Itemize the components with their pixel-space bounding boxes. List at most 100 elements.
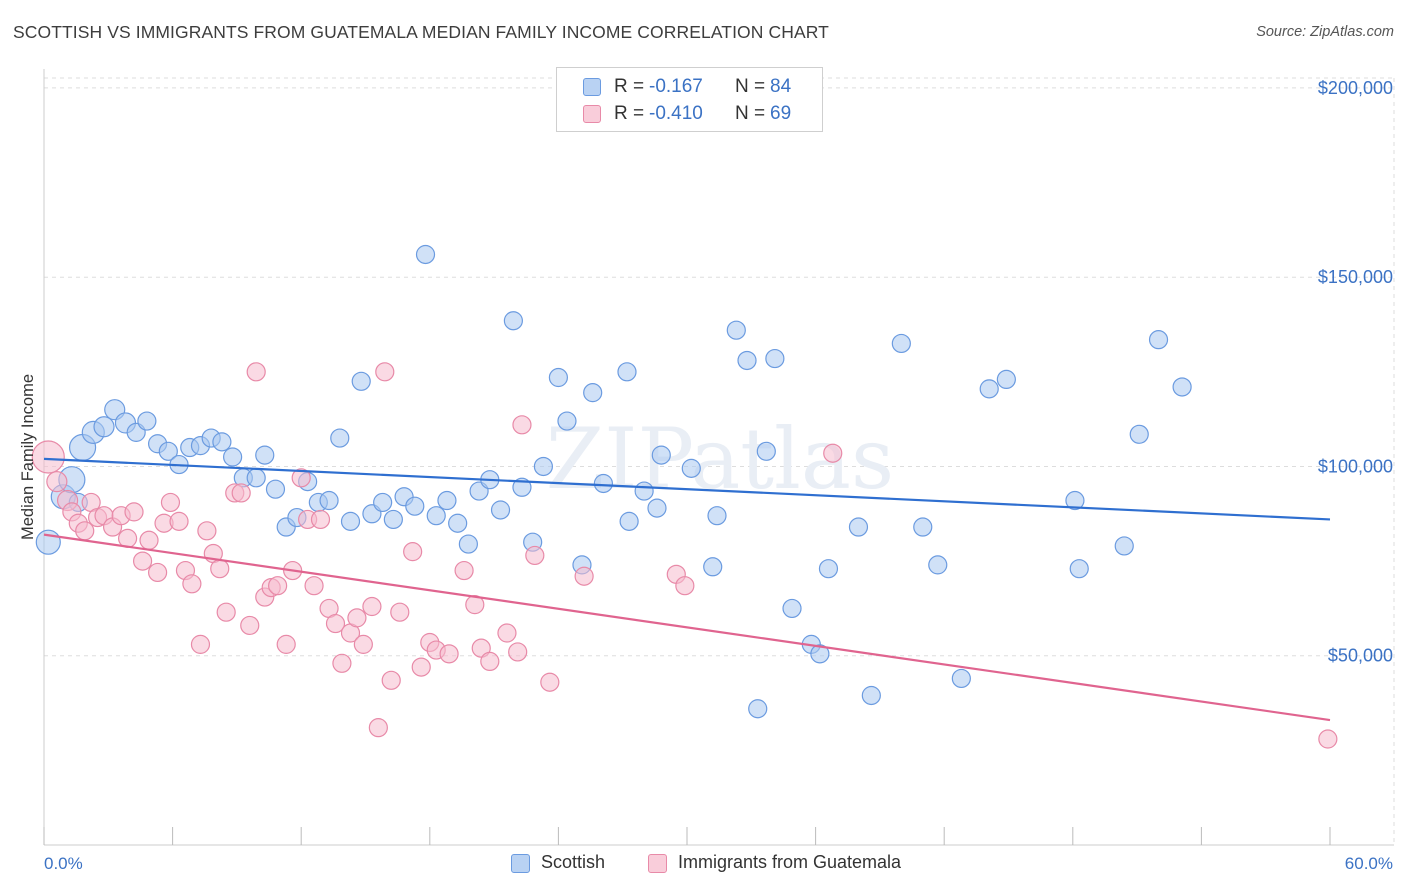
point-scottish[interactable] bbox=[426, 506, 446, 526]
point-guatemala[interactable] bbox=[276, 634, 296, 654]
point-guatemala[interactable] bbox=[381, 670, 401, 690]
point-guatemala[interactable] bbox=[574, 566, 594, 586]
point-scottish[interactable] bbox=[593, 473, 614, 494]
point-scottish[interactable] bbox=[634, 481, 654, 501]
point-guatemala[interactable] bbox=[368, 718, 388, 738]
point-guatemala[interactable] bbox=[347, 608, 367, 628]
point-scottish[interactable] bbox=[405, 496, 425, 516]
point-scottish[interactable] bbox=[619, 511, 639, 531]
point-guatemala[interactable] bbox=[497, 623, 517, 643]
point-guatemala[interactable] bbox=[169, 511, 189, 531]
point-guatemala[interactable] bbox=[139, 530, 159, 550]
point-scottish[interactable] bbox=[246, 468, 266, 488]
point-scottish[interactable] bbox=[1148, 330, 1169, 350]
point-guatemala[interactable] bbox=[480, 651, 500, 672]
point-guatemala[interactable] bbox=[246, 362, 266, 382]
point-guatemala[interactable] bbox=[210, 559, 230, 579]
point-scottish[interactable] bbox=[681, 458, 701, 478]
point-scottish[interactable] bbox=[765, 348, 785, 369]
point-guatemala[interactable] bbox=[439, 644, 459, 664]
point-guatemala[interactable] bbox=[310, 509, 331, 530]
point-guatemala[interactable] bbox=[197, 521, 217, 541]
point-scottish[interactable] bbox=[617, 362, 637, 382]
point-guatemala[interactable] bbox=[362, 596, 382, 617]
point-scottish[interactable] bbox=[928, 555, 948, 575]
point-guatemala[interactable] bbox=[508, 642, 528, 662]
point-guatemala[interactable] bbox=[132, 551, 153, 571]
point-scottish[interactable] bbox=[415, 244, 436, 265]
point-scottish[interactable] bbox=[703, 557, 723, 577]
point-scottish[interactable] bbox=[255, 445, 275, 465]
point-scottish[interactable] bbox=[373, 492, 393, 513]
point-scottish[interactable] bbox=[1172, 377, 1192, 397]
point-scottish[interactable] bbox=[848, 517, 869, 537]
point-scottish[interactable] bbox=[330, 428, 350, 448]
point-guatemala[interactable] bbox=[240, 615, 260, 636]
point-scottish[interactable] bbox=[583, 383, 603, 403]
point-guatemala[interactable] bbox=[216, 602, 236, 622]
point-guatemala[interactable] bbox=[390, 602, 410, 622]
point-guatemala[interactable] bbox=[823, 443, 843, 463]
point-guatemala[interactable] bbox=[375, 362, 395, 382]
point-guatemala[interactable] bbox=[304, 576, 324, 596]
point-scottish[interactable] bbox=[383, 509, 403, 530]
point-scottish[interactable] bbox=[1069, 559, 1089, 579]
point-scottish[interactable] bbox=[861, 685, 881, 706]
point-guatemala[interactable] bbox=[268, 576, 288, 596]
point-scottish[interactable] bbox=[35, 529, 61, 555]
point-scottish[interactable] bbox=[340, 511, 361, 531]
point-scottish[interactable] bbox=[351, 371, 371, 391]
point-scottish[interactable] bbox=[437, 490, 457, 511]
point-guatemala[interactable] bbox=[147, 562, 168, 583]
point-guatemala[interactable] bbox=[411, 657, 431, 677]
point-guatemala[interactable] bbox=[512, 415, 532, 435]
point-scottish[interactable] bbox=[1114, 536, 1134, 556]
point-scottish[interactable] bbox=[996, 369, 1016, 389]
point-guatemala[interactable] bbox=[1318, 729, 1338, 749]
point-scottish[interactable] bbox=[93, 416, 115, 438]
point-guatemala[interactable] bbox=[454, 560, 474, 581]
point-guatemala[interactable] bbox=[231, 483, 251, 503]
point-guatemala[interactable] bbox=[540, 672, 560, 692]
point-guatemala[interactable] bbox=[124, 502, 144, 522]
point-scottish[interactable] bbox=[212, 432, 232, 452]
point-scottish[interactable] bbox=[979, 379, 999, 399]
point-guatemala[interactable] bbox=[403, 542, 423, 562]
point-scottish[interactable] bbox=[448, 513, 468, 533]
point-scottish[interactable] bbox=[158, 441, 178, 461]
point-guatemala[interactable] bbox=[182, 574, 202, 594]
point-scottish[interactable] bbox=[748, 699, 768, 719]
point-scottish[interactable] bbox=[557, 411, 577, 431]
point-scottish[interactable] bbox=[651, 445, 671, 465]
point-scottish[interactable] bbox=[737, 350, 757, 371]
point-guatemala[interactable] bbox=[332, 653, 352, 673]
point-scottish[interactable] bbox=[458, 534, 478, 554]
point-scottish[interactable] bbox=[647, 498, 667, 518]
point-scottish[interactable] bbox=[818, 559, 839, 579]
point-scottish[interactable] bbox=[913, 517, 933, 537]
point-scottish[interactable] bbox=[782, 598, 802, 619]
point-guatemala[interactable] bbox=[160, 492, 181, 513]
point-scottish[interactable] bbox=[810, 644, 830, 664]
point-guatemala[interactable] bbox=[291, 468, 311, 488]
point-guatemala[interactable] bbox=[353, 634, 373, 654]
point-guatemala[interactable] bbox=[31, 440, 65, 474]
point-guatemala[interactable] bbox=[525, 545, 545, 566]
point-scottish[interactable] bbox=[951, 668, 971, 689]
point-scottish[interactable] bbox=[756, 441, 776, 461]
point-scottish[interactable] bbox=[512, 477, 532, 497]
point-scottish[interactable] bbox=[1129, 424, 1149, 444]
point-scottish[interactable] bbox=[891, 333, 911, 354]
point-scottish[interactable] bbox=[707, 506, 727, 526]
point-scottish[interactable] bbox=[726, 320, 746, 340]
point-scottish[interactable] bbox=[548, 367, 569, 388]
point-guatemala[interactable] bbox=[325, 613, 346, 634]
point-scottish[interactable] bbox=[319, 490, 339, 511]
point-scottish[interactable] bbox=[503, 311, 523, 331]
point-scottish[interactable] bbox=[137, 411, 157, 431]
point-scottish[interactable] bbox=[490, 500, 511, 520]
point-scottish[interactable] bbox=[265, 479, 286, 499]
point-guatemala[interactable] bbox=[190, 634, 211, 654]
point-scottish[interactable] bbox=[1065, 490, 1085, 511]
point-scottish[interactable] bbox=[223, 447, 243, 467]
